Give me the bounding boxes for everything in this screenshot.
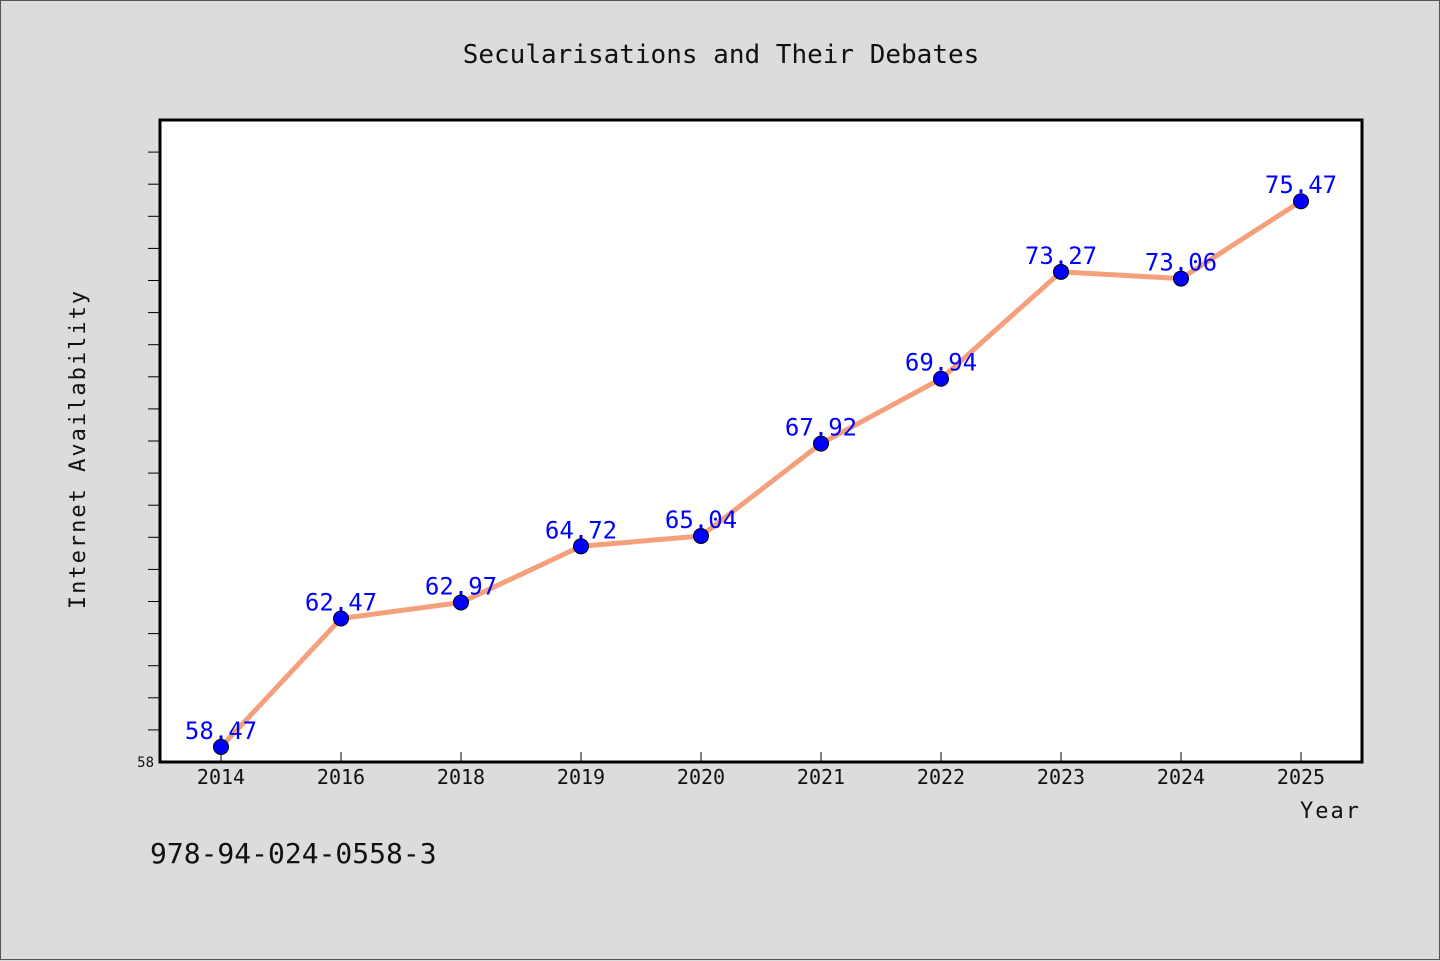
data-point <box>933 370 949 387</box>
data-label: 62.97 <box>425 572 497 600</box>
data-point <box>213 738 229 755</box>
x-tick-label: 2016 <box>317 765 365 789</box>
x-tick-label: 2018 <box>437 765 485 789</box>
data-label: 67.92 <box>785 414 857 442</box>
data-point <box>693 528 709 545</box>
data-label: 65.04 <box>665 506 737 534</box>
x-tick-label: 2024 <box>1157 765 1205 789</box>
x-tick-label: 2023 <box>1037 765 1085 789</box>
x-axis-ticks: 2014 2016 2018 2019 2020 2021 2022 2023 2024 2025 <box>197 752 1325 789</box>
series-line-group <box>218 198 1304 750</box>
x-tick-label: 2022 <box>917 765 965 789</box>
y-axis-ticks: 58 <box>137 151 160 771</box>
data-label: 58.47 <box>185 717 257 745</box>
data-label: 73.27 <box>1025 242 1097 270</box>
y-axis-label: Internet Availability <box>66 289 91 609</box>
x-tick-label: 2019 <box>557 765 605 789</box>
x-tick-label: 2025 <box>1277 765 1325 789</box>
x-tick-label: 2020 <box>677 765 725 789</box>
x-tick-label: 2021 <box>797 765 845 789</box>
data-label: 73.06 <box>1145 249 1217 277</box>
data-point <box>333 610 349 627</box>
data-label: 62.47 <box>305 589 377 617</box>
series-line <box>218 198 1304 750</box>
data-point <box>453 594 469 611</box>
data-markers <box>213 193 1309 755</box>
chart-title: Secularisations and Their Debates <box>463 40 980 70</box>
x-axis-label: Year <box>1300 799 1361 824</box>
data-point <box>1053 263 1069 280</box>
data-point <box>1173 270 1189 287</box>
data-point <box>1293 193 1309 210</box>
x-tick-label: 2014 <box>197 765 245 789</box>
y-tick-label: 58 <box>137 755 154 771</box>
data-label: 69.94 <box>905 349 977 377</box>
data-labels: 58.47 62.47 62.97 64.72 65.04 67.92 69.94 73.27… <box>185 171 1337 745</box>
data-label: 64.72 <box>545 516 617 544</box>
data-label: 75.47 <box>1265 171 1337 199</box>
isbn-text: 978-94-024-0558-3 <box>150 837 437 870</box>
data-point <box>813 435 829 452</box>
plot-area <box>158 118 1364 764</box>
data-point <box>573 538 589 555</box>
